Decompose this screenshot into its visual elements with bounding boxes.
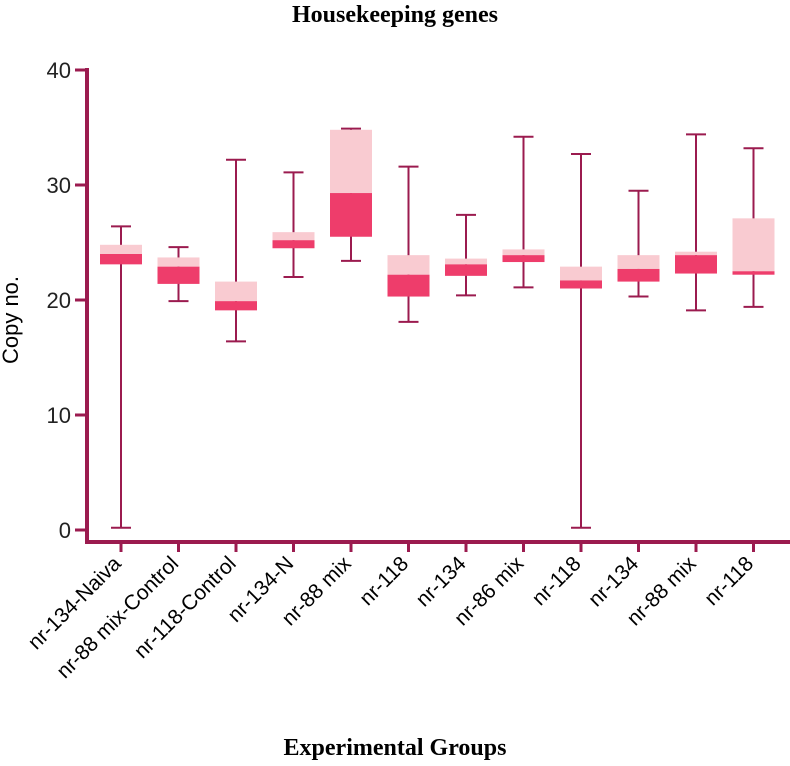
box-3 [215,158,257,343]
box-lower-segment [675,255,717,274]
box-11 [675,133,717,312]
box-upper-segment [560,266,602,281]
x-tick-label: nr-118 [700,552,758,610]
y-axis-label: Copy no. [0,276,23,364]
box-lower-segment [617,268,660,282]
y-tick-label: 40 [47,58,71,83]
y-tick-label: 10 [47,403,71,428]
x-tick-label: nr-118 [355,552,413,610]
x-axis-label: Experimental Groups [284,735,507,761]
box-upper-segment [617,255,660,269]
box-lower-segment [330,193,372,237]
box-upper-segment [502,249,545,256]
box-upper-segment [157,257,200,267]
y-tick-label: 20 [47,288,71,313]
box-4 [272,171,315,278]
box-lower-segment [387,274,430,297]
box-1 [100,225,142,529]
box-lower-segment [560,280,602,289]
box-lower-segment [732,271,775,275]
box-upper-segment [387,255,430,275]
box-upper-segment [100,244,142,254]
box-9 [560,152,602,529]
box-lower-segment [272,240,315,249]
x-tick-label: nr-118 [528,552,586,610]
box-upper-segment [215,281,257,302]
box-7 [445,213,487,297]
box-upper-segment [445,258,487,265]
y-tick-label: 30 [47,173,71,198]
box-upper-segment [272,232,315,241]
boxes-group [100,127,775,529]
box-upper-segment [732,218,775,272]
box-lower-segment [157,266,200,284]
box-lower-segment [445,264,487,276]
box-lower-segment [100,254,142,265]
box-upper-segment [675,251,717,256]
box-6 [387,165,430,323]
box-5 [330,127,372,262]
box-upper-segment [330,129,372,194]
axes: 0 10 20 30 40 [47,58,790,544]
x-tick-label: nr-118-Control [130,552,241,663]
chart-title: Housekeeping genes [292,2,498,28]
box-12 [732,147,775,308]
box-lower-segment [502,255,545,263]
box-2 [157,246,200,303]
box-10 [617,189,660,298]
box-8 [502,135,545,289]
y-tick-label: 0 [59,518,71,543]
box-lower-segment [215,301,257,311]
